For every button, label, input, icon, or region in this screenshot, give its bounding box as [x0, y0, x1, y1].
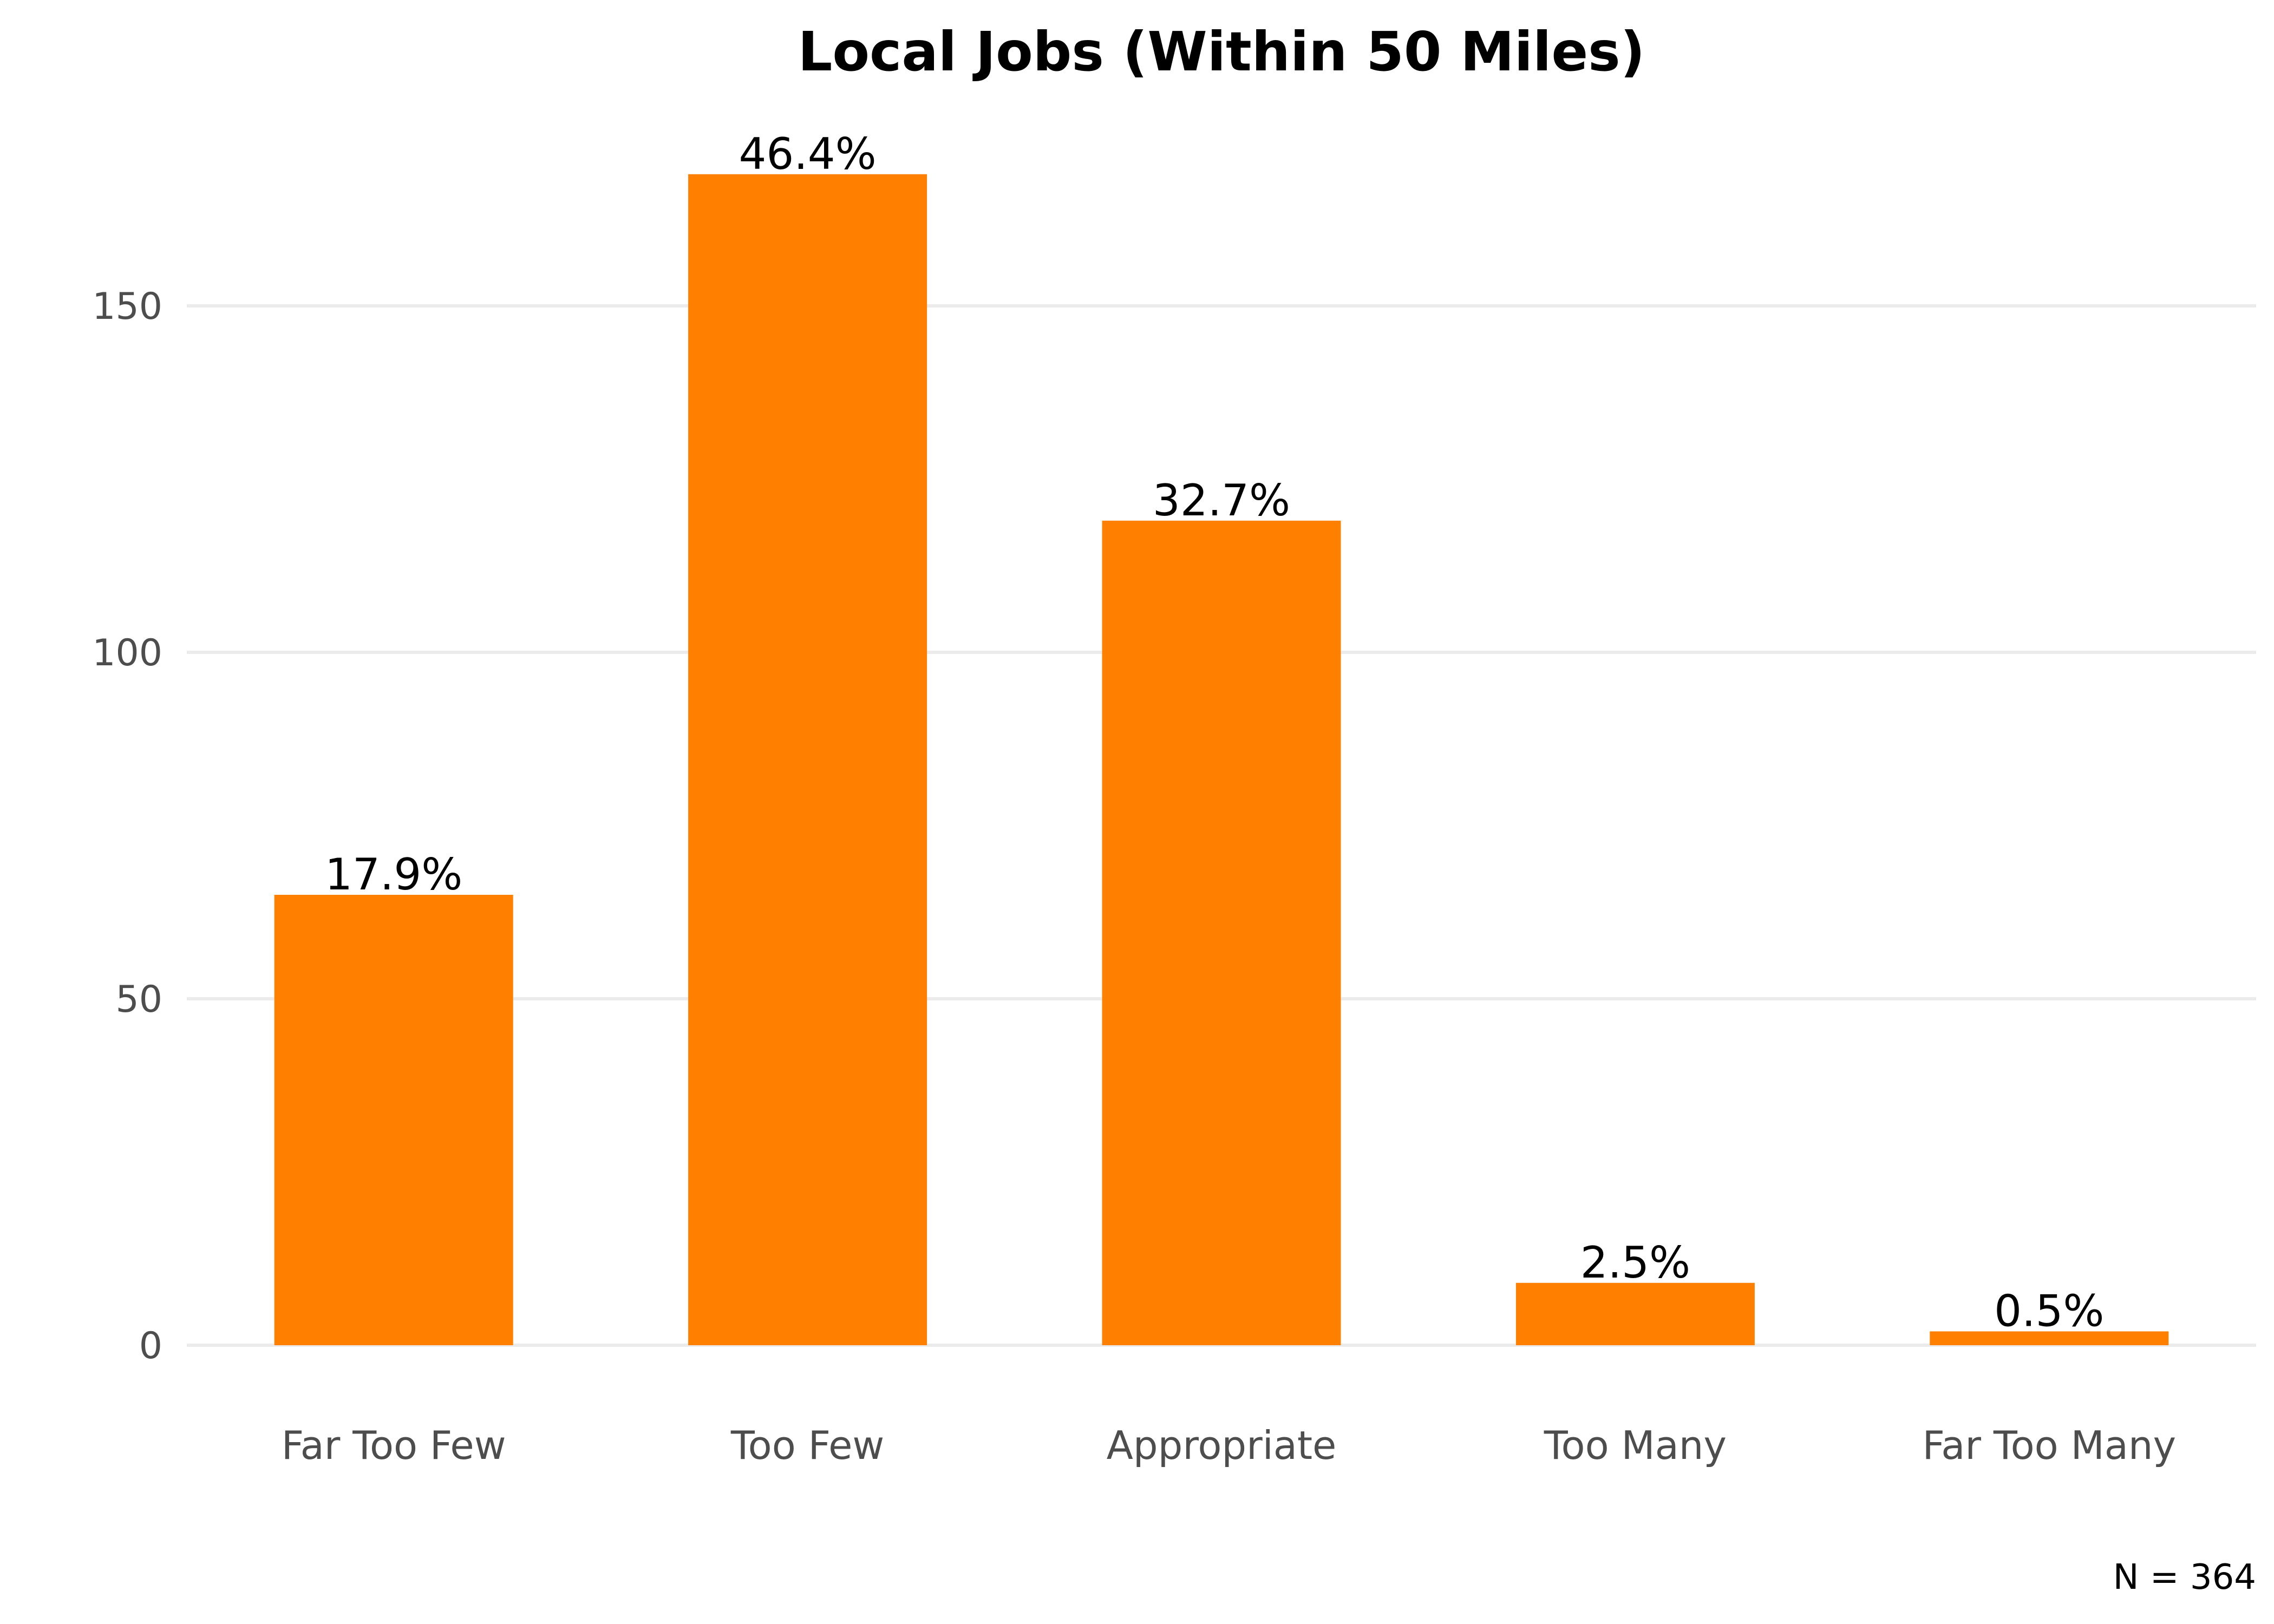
y-tick-label: 50	[115, 978, 162, 1021]
bar	[274, 895, 513, 1345]
data-label: 32.7%	[1153, 475, 1290, 526]
bar	[1930, 1331, 2169, 1345]
x-tick-label: Too Few	[730, 1423, 884, 1468]
bars	[274, 174, 2169, 1345]
y-tick-label: 0	[139, 1325, 162, 1367]
sample-size-caption: N = 364	[2113, 1557, 2256, 1597]
x-tick-label: Far Too Many	[1922, 1423, 2176, 1468]
data-label: 0.5%	[1994, 1286, 2104, 1336]
y-tick-label: 150	[92, 285, 162, 328]
chart-title: Local Jobs (Within 50 Miles)	[798, 20, 1645, 83]
x-tick-label: Appropriate	[1107, 1423, 1337, 1468]
y-tick-label: 100	[92, 632, 162, 675]
x-tick-label: Too Many	[1544, 1423, 1727, 1468]
bar	[1102, 520, 1341, 1345]
y-axis-ticks: 0 50 100 150	[92, 285, 162, 1367]
data-label: 2.5%	[1580, 1237, 1690, 1288]
x-axis-labels: Far Too Few Too Few Appropriate Too Many Far…	[282, 1423, 2176, 1468]
data-label: 17.9%	[325, 849, 462, 900]
bar	[688, 174, 927, 1345]
data-labels: 17.9% 46.4% 32.7% 2.5% 0.5%	[325, 129, 2104, 1337]
data-label: 46.4%	[739, 129, 877, 179]
bar	[1515, 1282, 1755, 1345]
x-tick-label: Far Too Few	[282, 1423, 506, 1468]
